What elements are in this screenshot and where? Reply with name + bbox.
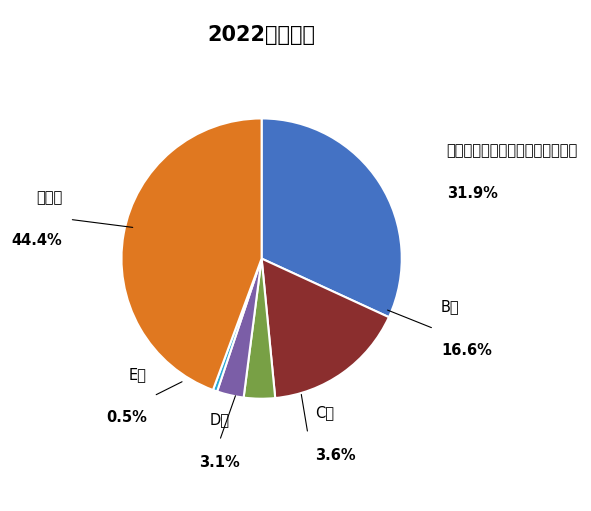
Wedge shape <box>213 259 262 391</box>
Wedge shape <box>262 119 402 317</box>
Wedge shape <box>217 259 262 398</box>
Text: その他: その他 <box>37 190 63 205</box>
Wedge shape <box>262 259 389 398</box>
Text: 3.6%: 3.6% <box>315 448 356 463</box>
Text: E社: E社 <box>129 367 147 382</box>
Text: 31.9%: 31.9% <box>447 185 498 201</box>
Text: B社: B社 <box>441 299 460 315</box>
Text: D社: D社 <box>210 412 229 427</box>
Text: 0.5%: 0.5% <box>106 410 147 425</box>
Text: マジックソフトウェア・ジャパン: マジックソフトウェア・ジャパン <box>447 143 578 158</box>
Title: 2022年度予想: 2022年度予想 <box>207 26 316 45</box>
Text: 3.1%: 3.1% <box>199 455 240 470</box>
Text: 16.6%: 16.6% <box>441 343 492 358</box>
Text: 44.4%: 44.4% <box>12 234 63 248</box>
Wedge shape <box>243 259 275 399</box>
Text: C社: C社 <box>315 405 334 420</box>
Wedge shape <box>122 119 262 390</box>
